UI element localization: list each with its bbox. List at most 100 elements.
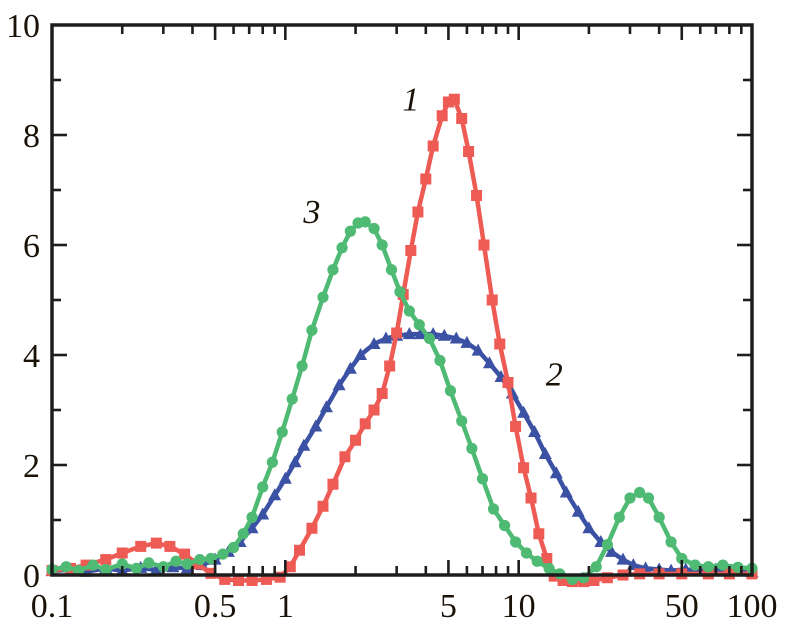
axis-label-layer: 0.1 0.5 1 5 10 50 100 0 2 4 6 8 10: [6, 8, 778, 625]
series-3-circle-marker: [543, 562, 555, 575]
series-1-square-marker: [233, 575, 245, 586]
series-2-triangle-marker: [268, 488, 282, 501]
series-3-circle-marker: [634, 486, 646, 499]
series-3-circle-marker: [306, 324, 318, 336]
series-2-triangle-marker: [616, 552, 630, 565]
series-1-square-marker: [359, 418, 371, 430]
curve-annotation-layer: 1 2 3: [302, 81, 562, 393]
series-3-circle-marker: [498, 519, 511, 532]
series-2-triangle-marker: [483, 356, 497, 369]
series-3-circle-marker: [702, 561, 714, 573]
series-1-square-marker: [541, 553, 553, 564]
series-1-square-marker: [471, 190, 483, 201]
series-1-square-marker: [384, 360, 396, 372]
series-2-triangle-marker: [517, 405, 531, 418]
series-1-square-marker: [427, 140, 439, 152]
series-3-line: [49, 219, 755, 582]
series-3-circle-marker: [385, 264, 398, 276]
series-3-circle-marker: [217, 548, 229, 560]
series-2-triangle-marker: [319, 400, 333, 413]
series-3-circle-marker: [286, 393, 298, 405]
x-tick-label: 0.5: [194, 588, 237, 625]
y-tick-label: 8: [23, 118, 40, 155]
series-3: [46, 216, 758, 586]
series-1-square-marker: [116, 547, 128, 559]
series-2-triangle-marker: [549, 466, 563, 479]
series-2-triangle-marker: [605, 544, 619, 557]
series-3-circle-marker: [194, 554, 206, 566]
series-3-circle-marker: [403, 305, 415, 317]
series-3-circle-marker: [181, 558, 193, 570]
series-1-square-marker: [246, 575, 258, 586]
series-3-circle-marker: [60, 561, 72, 573]
series-2-triangle-marker: [278, 471, 292, 484]
series-3-circle-marker: [689, 559, 701, 571]
series-2-triangle-marker: [256, 507, 270, 520]
series-3-circle-marker: [624, 492, 636, 504]
series-2-triangle-marker: [437, 328, 451, 341]
series-2-triangle-marker: [379, 331, 393, 344]
series-3-circle-marker: [413, 319, 425, 331]
series-2-triangle-marker: [149, 563, 163, 576]
series-1-square-marker: [368, 404, 380, 416]
series-2-triangle-marker: [343, 361, 357, 374]
curve-label-2: 2: [546, 356, 563, 393]
series-3-circle-marker: [87, 559, 99, 571]
series-1-square-marker: [420, 173, 432, 185]
series-1-square-marker: [284, 561, 296, 573]
series-1-square-marker: [391, 327, 403, 339]
series-1-square-marker: [100, 554, 112, 566]
series-3-circle-marker: [394, 286, 406, 298]
series-3-circle-marker: [487, 503, 500, 515]
series-1-square-marker: [525, 492, 537, 504]
x-tick-label: 1: [277, 588, 294, 625]
series-3-circle-marker: [257, 481, 269, 493]
series-1-square-marker: [448, 93, 460, 105]
series-3-circle-marker: [601, 539, 613, 551]
series-1-square-marker: [478, 239, 490, 251]
x-tick-label: 0.1: [31, 588, 74, 625]
series-3-circle-marker: [227, 541, 240, 554]
series-3-circle-marker: [100, 563, 112, 576]
series-3-circle-marker: [520, 547, 533, 559]
curve-label-3: 3: [302, 194, 320, 231]
series-1-square-marker: [405, 245, 417, 256]
y-tick-label: 2: [23, 448, 40, 485]
series-2-triangle-marker: [166, 560, 180, 573]
series-2-triangle-marker: [460, 335, 474, 348]
series-1-square-marker: [274, 571, 286, 583]
tick-layer: [50, 23, 754, 577]
series-1-square-marker: [339, 451, 351, 463]
series-3-circle-marker: [317, 291, 329, 303]
series-2-triangle-marker: [332, 378, 346, 391]
series-1-square-marker: [442, 96, 454, 108]
series-3-circle-marker: [653, 511, 665, 523]
series-3-circle-marker: [359, 216, 371, 228]
series-1-square-marker: [588, 575, 600, 586]
series-3-circle-marker: [130, 562, 143, 575]
series-2-triangle-marker: [354, 348, 368, 360]
series-3-circle-marker: [423, 332, 436, 345]
series-3-circle-marker: [434, 354, 446, 367]
series-3-circle-marker: [590, 561, 602, 573]
series-3-circle-marker: [327, 264, 339, 276]
series-layer: [45, 93, 759, 588]
series-2-triangle-marker: [449, 331, 463, 344]
series-2-triangle-marker: [297, 438, 311, 451]
series-2-triangle-marker: [471, 343, 485, 356]
series-2-triangle-marker: [367, 337, 381, 349]
series-2-triangle-marker: [559, 485, 573, 498]
series-1-square-marker: [164, 540, 176, 552]
series-3-circle-marker: [143, 557, 155, 569]
series-2-triangle-marker: [309, 419, 323, 432]
series-3-circle-marker: [336, 242, 348, 254]
series-2-triangle-marker: [402, 327, 416, 340]
series-2-triangle-marker: [538, 447, 552, 459]
series-2-line: [49, 331, 755, 575]
series-3-circle-marker: [246, 511, 258, 523]
series-1-square-marker: [601, 572, 613, 584]
series-1-square-marker: [486, 294, 498, 306]
y-tick-label: 10: [6, 8, 40, 45]
series-1-square-marker: [533, 528, 545, 540]
